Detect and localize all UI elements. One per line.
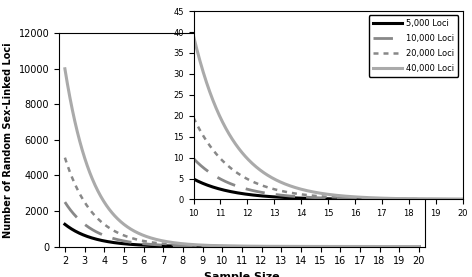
20,000 Loci — [62, 156, 68, 159]
20,000 Loci — [319, 195, 324, 198]
40,000 Loci — [453, 198, 459, 201]
5,000 Loci — [98, 239, 104, 242]
10,000 Loci — [338, 245, 344, 248]
20,000 Loci — [305, 245, 311, 248]
5,000 Loci — [319, 197, 324, 200]
5,000 Loci — [62, 223, 68, 226]
Line: 40,000 Loci: 40,000 Loci — [194, 36, 463, 199]
20,000 Loci — [411, 198, 417, 201]
20,000 Loci — [345, 245, 350, 248]
20,000 Loci — [218, 245, 224, 248]
X-axis label: Sample Size: Sample Size — [204, 272, 280, 277]
Line: 40,000 Loci: 40,000 Loci — [65, 69, 419, 247]
5,000 Loci — [345, 245, 350, 248]
20,000 Loci — [98, 220, 104, 223]
5,000 Loci — [305, 245, 311, 248]
10,000 Loci — [319, 196, 324, 200]
10,000 Loci — [98, 232, 104, 236]
10,000 Loci — [62, 201, 68, 204]
40,000 Loci — [345, 245, 350, 248]
Legend: 5,000 Loci, 10,000 Loci, 20,000 Loci, 40,000 Loci: 5,000 Loci, 10,000 Loci, 20,000 Loci, 40… — [369, 15, 458, 77]
40,000 Loci — [205, 244, 211, 247]
5,000 Loci — [351, 198, 356, 201]
10,000 Loci — [345, 245, 350, 248]
20,000 Loci — [320, 195, 326, 198]
20,000 Loci — [453, 198, 459, 201]
Line: 20,000 Loci: 20,000 Loci — [194, 118, 463, 199]
20,000 Loci — [336, 196, 342, 199]
5,000 Loci — [416, 245, 421, 248]
40,000 Loci — [416, 245, 421, 248]
40,000 Loci — [460, 198, 465, 201]
40,000 Loci — [305, 245, 311, 248]
40,000 Loci — [338, 245, 344, 248]
40,000 Loci — [218, 244, 224, 247]
5,000 Loci — [460, 198, 465, 201]
40,000 Loci — [336, 194, 342, 197]
40,000 Loci — [62, 67, 68, 70]
Line: 5,000 Loci: 5,000 Loci — [194, 179, 463, 199]
5,000 Loci — [205, 245, 211, 248]
40,000 Loci — [351, 195, 356, 198]
10,000 Loci — [460, 198, 465, 201]
Line: 10,000 Loci: 10,000 Loci — [65, 202, 419, 247]
20,000 Loci — [351, 196, 356, 200]
20,000 Loci — [191, 116, 196, 119]
10,000 Loci — [351, 197, 356, 201]
40,000 Loci — [191, 34, 196, 38]
40,000 Loci — [319, 192, 324, 195]
10,000 Loci — [205, 245, 211, 248]
Line: 10,000 Loci: 10,000 Loci — [194, 158, 463, 199]
5,000 Loci — [218, 245, 224, 248]
5,000 Loci — [336, 197, 342, 201]
10,000 Loci — [416, 245, 421, 248]
20,000 Loci — [460, 198, 465, 201]
10,000 Loci — [305, 245, 311, 248]
5,000 Loci — [320, 197, 326, 200]
10,000 Loci — [453, 198, 459, 201]
5,000 Loci — [453, 198, 459, 201]
Line: 20,000 Loci: 20,000 Loci — [65, 158, 419, 247]
20,000 Loci — [416, 245, 421, 248]
20,000 Loci — [205, 244, 211, 248]
5,000 Loci — [191, 177, 196, 181]
5,000 Loci — [338, 245, 344, 248]
Y-axis label: Number of Random Sex-Linked Loci: Number of Random Sex-Linked Loci — [3, 42, 13, 238]
10,000 Loci — [320, 196, 326, 200]
10,000 Loci — [191, 157, 196, 160]
40,000 Loci — [320, 192, 326, 195]
40,000 Loci — [411, 197, 417, 201]
20,000 Loci — [338, 245, 344, 248]
10,000 Loci — [411, 198, 417, 201]
Line: 5,000 Loci: 5,000 Loci — [65, 224, 419, 247]
10,000 Loci — [218, 245, 224, 248]
5,000 Loci — [411, 198, 417, 201]
40,000 Loci — [98, 195, 104, 198]
10,000 Loci — [336, 197, 342, 200]
